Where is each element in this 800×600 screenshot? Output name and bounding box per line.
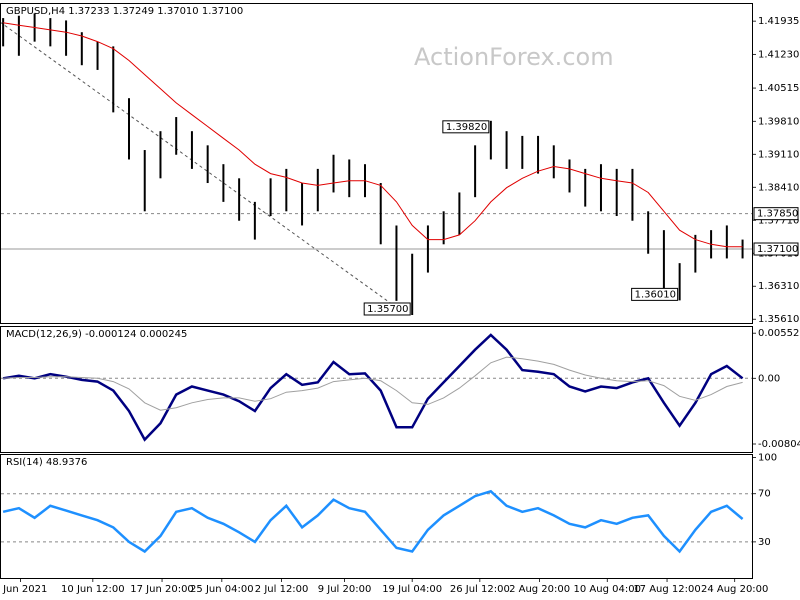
series-line: [2, 333, 744, 442]
y-tick-label: 100: [758, 453, 777, 464]
price-annotation: 1.35700: [363, 302, 411, 316]
y-tick-label: 1.40515: [758, 83, 799, 94]
level-label-text: 1.37100: [757, 244, 798, 255]
y-tick-label: 1.38410: [758, 182, 799, 193]
y-tick-label: 1.36310: [758, 281, 799, 292]
annotation-text: 1.35700: [367, 304, 408, 315]
y-tick-label: 70: [758, 489, 771, 500]
series-line: [2, 489, 744, 554]
x-tick-label: 3 Jun 2021: [0, 584, 47, 595]
watermark: ActionForex.com: [414, 43, 614, 71]
y-tick-label: 30: [758, 537, 771, 548]
y-tick-label: 1.39810: [758, 116, 799, 127]
price-annotation: 1.36010: [631, 287, 679, 301]
panel-frame: [0, 3, 753, 324]
y-tick-label: -0.00804: [758, 439, 800, 450]
series-line: [3, 356, 743, 411]
panel-title: MACD(12,26,9) -0.000124 0.000245: [6, 329, 187, 340]
x-tick-label: 17 Aug 12:00: [633, 584, 700, 595]
series-line: [3, 22, 743, 248]
x-tick-label: 19 Jul 04:00: [382, 584, 442, 595]
annotation-text: 1.36010: [635, 289, 676, 300]
x-tick-label: 25 Jun 04:00: [190, 584, 254, 595]
x-tick-label: 9 Jul 20:00: [318, 584, 372, 595]
x-tick-label: 10 Aug 04:00: [574, 584, 641, 595]
panel-title: GBPUSD,H4 1.37233 1.37249 1.37010 1.3710…: [6, 6, 243, 17]
panel-title: RSI(14) 48.9376: [6, 457, 87, 468]
trend-line: [0, 21, 401, 311]
y-tick-label: 0.00552: [758, 328, 799, 339]
level-label-box: [753, 242, 799, 256]
y-tick-label: 1.41230: [758, 49, 799, 60]
x-tick-label: 2 Aug 20:00: [509, 584, 570, 595]
panel-frame: [0, 326, 753, 453]
y-tick-label: 1.35610: [758, 314, 799, 325]
x-tick-label: 26 Jul 12:00: [450, 584, 510, 595]
annotation-box: [631, 287, 679, 301]
level-label-box: [753, 207, 799, 221]
y-tick-label: 1.37710: [758, 215, 799, 226]
level-label: 1.37100: [753, 242, 799, 256]
x-tick-label: 10 Jun 12:00: [61, 584, 125, 595]
level-label: 1.37850: [753, 207, 799, 221]
y-tick-label: 0.00: [758, 373, 780, 384]
annotation-text: 1.39820: [446, 122, 487, 133]
x-tick-label: 24 Aug 20:00: [701, 584, 768, 595]
y-tick-label: 1.41935: [758, 16, 799, 27]
panel-frame: [0, 454, 753, 579]
annotation-box: [363, 302, 411, 316]
price-annotation: 1.39820: [442, 120, 490, 134]
x-tick-label: 2 Jul 12:00: [255, 584, 309, 595]
x-tick-label: 17 Jun 20:00: [130, 584, 194, 595]
level-label-text: 1.37850: [757, 209, 798, 220]
annotation-box: [442, 120, 490, 134]
y-tick-label: 1.39110: [758, 149, 799, 160]
